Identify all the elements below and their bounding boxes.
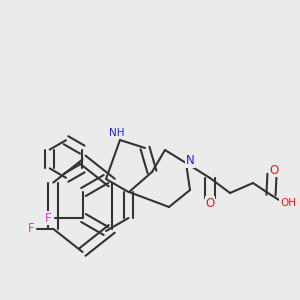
Text: O: O [269,164,279,177]
Text: O: O [206,197,214,210]
Text: NH: NH [109,128,125,138]
Text: F: F [45,212,51,224]
Text: OH: OH [280,198,296,208]
Text: F: F [28,222,35,236]
Text: N: N [185,154,194,167]
